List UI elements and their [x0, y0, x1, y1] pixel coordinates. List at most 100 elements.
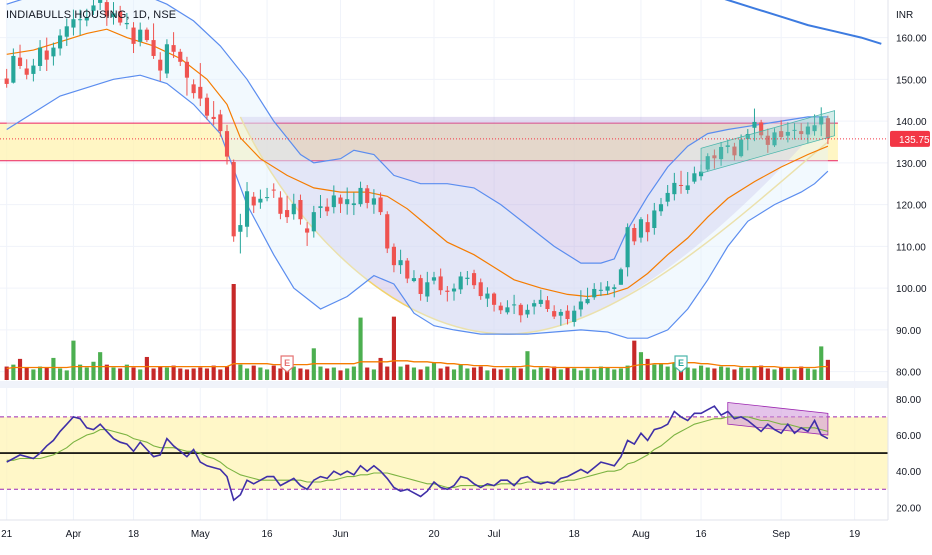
candle-body: [792, 129, 797, 131]
candle: [58, 29, 63, 56]
last-price-tag[interactable]: [890, 130, 930, 147]
bollinger-fill: [6, 0, 828, 339]
price-channel[interactable]: [700, 110, 835, 174]
volume-bar: [505, 368, 510, 380]
candle: [812, 114, 817, 136]
earnings-badge[interactable]: [280, 355, 294, 373]
volume-bar: [451, 369, 457, 380]
price-tick-label: 90.00: [896, 326, 921, 337]
candle-body: [391, 246, 396, 266]
candle-body: [552, 311, 557, 317]
candle-body: [779, 131, 784, 137]
time-tick-label: Jun: [332, 529, 348, 540]
candle: [425, 271, 430, 302]
candle-body: [58, 35, 63, 49]
volume-bar: [298, 368, 303, 380]
candle-body: [104, 2, 109, 17]
candle-body: [98, 0, 103, 3]
volume-bar: [131, 367, 136, 380]
volume-bar: [685, 367, 690, 380]
earnings-marker[interactable]: E: [674, 355, 688, 373]
volume-bar: [785, 368, 790, 380]
candle-body: [652, 210, 657, 228]
candle: [124, 12, 129, 30]
resistance-zone: [0, 123, 838, 161]
candle-body: [184, 61, 190, 78]
volume-bar: [204, 368, 210, 380]
candle-body: [752, 121, 757, 128]
candle: [545, 296, 550, 312]
candle: [458, 271, 463, 294]
earnings-badge[interactable]: [674, 355, 688, 373]
candle: [131, 22, 136, 54]
candle-body: [605, 286, 610, 291]
time-tick-label: 16: [695, 529, 707, 540]
price-tick-label: 130.00: [896, 159, 927, 170]
pane-separator[interactable]: [0, 381, 932, 388]
candle: [678, 170, 684, 194]
volume-bar: [191, 368, 196, 380]
candle: [785, 122, 790, 143]
candle-body: [251, 196, 256, 206]
volume-bar: [478, 366, 483, 380]
candle-body: [678, 184, 684, 186]
candle: [184, 56, 190, 96]
volume-bar: [104, 364, 109, 380]
volume-bar: [398, 366, 403, 380]
candle: [251, 192, 256, 213]
candle-body: [765, 135, 770, 145]
volume-bar: [592, 369, 597, 380]
candle: [411, 270, 417, 283]
candle-body: [745, 134, 750, 140]
candle: [512, 294, 517, 315]
candle-body: [171, 45, 176, 52]
price-tick-label: 150.00: [896, 75, 927, 86]
candle: [98, 0, 103, 11]
candle-body: [4, 78, 9, 84]
candle-body: [538, 299, 543, 304]
price-axis-unit: INR: [896, 10, 913, 21]
candle: [692, 166, 697, 184]
candle-body: [411, 278, 417, 282]
candle-body: [78, 19, 83, 21]
candle: [498, 302, 503, 315]
candle-body: [705, 156, 710, 170]
candle: [385, 211, 390, 254]
price-axis-panel[interactable]: [888, 0, 932, 550]
candle: [745, 129, 750, 151]
volume-bar: [538, 367, 543, 380]
volume-bar: [405, 364, 410, 380]
volume-bar: [532, 369, 537, 380]
candle-body: [719, 146, 724, 160]
time-tick-label: Aug: [632, 529, 650, 540]
volume-bar: [725, 367, 730, 380]
volume-bar: [365, 367, 370, 380]
candle-body: [44, 50, 49, 60]
candle-body: [291, 203, 296, 215]
volume-bar: [438, 368, 443, 380]
volume-bar: [692, 368, 697, 380]
candle: [365, 184, 370, 209]
candle-body: [178, 51, 183, 62]
candle-body: [438, 276, 443, 291]
candle-body: [264, 197, 270, 199]
candle: [111, 2, 116, 25]
candle-body: [51, 47, 56, 57]
price-tick-label: 80.00: [896, 368, 921, 379]
volume-bar: [31, 369, 36, 380]
candle: [31, 58, 36, 82]
volume-bar: [37, 366, 43, 380]
volume-bar: [658, 363, 664, 380]
candle-body: [24, 68, 29, 75]
volume-bar: [144, 356, 149, 380]
candle-body: [64, 26, 69, 37]
volume-bar: [471, 367, 477, 380]
volume-bar: [64, 370, 69, 380]
candle: [278, 191, 283, 220]
volume-bar: [171, 365, 176, 380]
candle: [732, 142, 737, 161]
volume-bar: [385, 366, 390, 380]
earnings-marker[interactable]: E: [280, 355, 294, 373]
